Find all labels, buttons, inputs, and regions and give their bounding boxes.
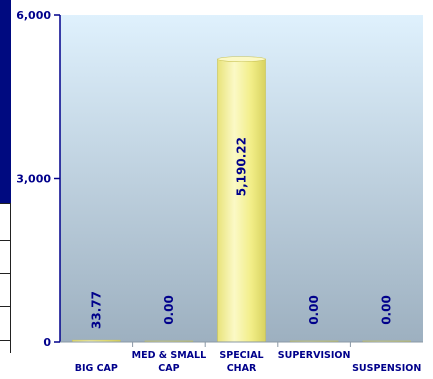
value-label-1: 0.00 (162, 295, 176, 325)
left-panel-edge (0, 0, 12, 379)
y-tick-label: 3,000 (16, 173, 51, 186)
x-tick-label-line: SUSPENSION (352, 363, 421, 374)
left-panel-row-line (0, 273, 11, 274)
x-tick-label-line: SPECIAL (219, 350, 263, 361)
left-panel-row-line (0, 340, 11, 341)
left-panel-header (0, 0, 11, 203)
y-tick-label: 0 (43, 336, 51, 349)
left-panel-row-line (0, 306, 11, 307)
left-panel-border (10, 203, 11, 353)
x-tick-label-line: SUPERVISION (278, 350, 351, 361)
value-label-4: 0.00 (380, 295, 394, 325)
value-label-3: 0.00 (307, 295, 321, 325)
x-tick-label-1: MED & SMALL CAP (132, 350, 206, 374)
left-panel-row-line (0, 203, 11, 204)
value-label-2: 5,190.22 (235, 137, 249, 196)
x-tick-label-line: BIG CAP (75, 363, 118, 374)
left-panel-row-line (0, 240, 11, 241)
x-tick-label-line: MED & SMALL (132, 350, 206, 361)
value-label-0: 33.77 (89, 291, 103, 329)
y-tick-label: 6,000 (16, 9, 51, 22)
x-tick-label-3: SUPERVISION (278, 350, 351, 361)
x-tick-label-line: CAP (158, 363, 179, 374)
x-tick-label-2: SPECIAL CHAR (219, 350, 263, 374)
x-tick-label-0: BIG CAP (75, 363, 118, 374)
bar-2 (217, 58, 266, 343)
x-tick-label-line: CHAR (227, 363, 257, 374)
x-tick-label-4: SUSPENSION (352, 363, 421, 374)
bar-top-2 (217, 56, 266, 62)
